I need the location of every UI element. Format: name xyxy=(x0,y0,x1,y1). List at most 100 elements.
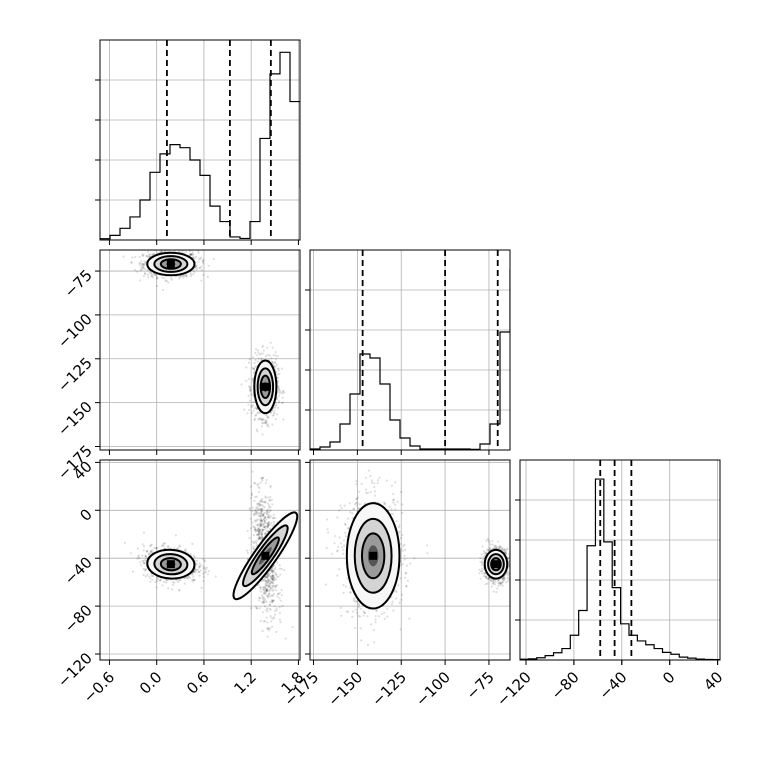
sample-point xyxy=(259,504,262,507)
sample-point xyxy=(271,577,274,580)
sample-point xyxy=(258,353,261,356)
sample-point xyxy=(264,419,267,422)
sample-point xyxy=(146,273,149,276)
sample-point xyxy=(506,547,509,551)
sample-point xyxy=(261,536,264,539)
sample-point xyxy=(251,506,254,509)
sample-point xyxy=(151,276,154,279)
sample-point xyxy=(369,475,372,478)
sample-point xyxy=(373,494,376,497)
contour-2 xyxy=(242,524,289,588)
sample-point xyxy=(504,550,507,553)
sample-point xyxy=(497,546,500,550)
sample-point xyxy=(489,543,492,546)
sample-point xyxy=(270,570,273,573)
sample-point xyxy=(270,357,273,360)
sample-point xyxy=(267,626,270,630)
sample-point xyxy=(491,543,494,546)
sample-point xyxy=(263,532,267,535)
sample-point xyxy=(192,269,195,272)
sample-point xyxy=(144,568,147,571)
sample-point xyxy=(480,562,484,565)
hist-2-steps xyxy=(310,269,510,450)
sample-point xyxy=(259,524,262,527)
sample-point xyxy=(258,538,261,541)
sample-point xyxy=(173,581,176,584)
sample-point xyxy=(263,521,266,524)
sample-point xyxy=(262,588,265,591)
sample-point xyxy=(250,388,253,391)
sample-point xyxy=(260,533,263,536)
sample-point xyxy=(258,417,261,420)
sample-point xyxy=(267,578,270,581)
hist-panel-2 xyxy=(310,250,510,450)
sample-point xyxy=(273,516,277,520)
sample-point xyxy=(246,549,249,552)
sample-point xyxy=(486,548,489,551)
sample-point xyxy=(194,571,197,574)
sample-point xyxy=(480,570,484,573)
sample-point xyxy=(271,584,274,587)
sample-point xyxy=(492,582,495,585)
sample-point xyxy=(494,583,497,586)
sample-point xyxy=(190,253,193,256)
sample-point xyxy=(500,548,504,551)
sample-point xyxy=(273,361,277,364)
sample-point xyxy=(271,599,274,603)
sample-point xyxy=(198,565,201,568)
sample-point xyxy=(255,407,258,410)
sample-point xyxy=(256,503,259,506)
sample-point xyxy=(274,405,278,408)
sample-point xyxy=(485,539,488,542)
sample-point xyxy=(179,276,182,279)
sample-point xyxy=(262,592,265,595)
sample-point xyxy=(259,481,262,484)
sample-point xyxy=(384,502,387,505)
sample-point xyxy=(155,546,158,549)
sample-point xyxy=(164,242,166,244)
sample-point xyxy=(261,530,264,533)
sample-point xyxy=(366,491,370,495)
sample-point xyxy=(278,612,281,615)
sample-point xyxy=(251,405,254,408)
sample-point xyxy=(372,629,375,632)
sample-point xyxy=(269,588,272,592)
sample-point xyxy=(189,253,192,256)
sample-point xyxy=(264,354,268,358)
sample-point xyxy=(265,589,268,593)
sample-point xyxy=(188,576,191,579)
sample-point xyxy=(262,601,265,605)
sample-point xyxy=(167,587,170,590)
sample-point xyxy=(198,266,201,269)
sample-point xyxy=(258,529,261,532)
sample-point xyxy=(282,401,285,404)
sample-point xyxy=(269,615,272,618)
sample-point xyxy=(507,565,510,568)
sample-point xyxy=(144,558,147,561)
sample-point xyxy=(256,360,259,363)
sample-point xyxy=(260,520,263,523)
sample-point xyxy=(426,544,429,547)
sample-point xyxy=(276,584,279,587)
sample-point xyxy=(151,575,154,578)
sample-point xyxy=(277,387,280,390)
sample-point xyxy=(396,500,399,503)
sample-point xyxy=(265,509,269,512)
sample-point xyxy=(259,507,262,510)
sample-point xyxy=(254,413,258,416)
sample-point xyxy=(261,497,264,501)
sample-point xyxy=(502,578,505,582)
sample-point xyxy=(247,361,251,364)
sample-point xyxy=(267,585,270,588)
contour-1 xyxy=(253,359,278,415)
sample-point xyxy=(139,269,142,272)
sample-point xyxy=(268,607,271,610)
sample-point xyxy=(143,545,146,548)
sample-point xyxy=(268,579,271,582)
contour-2 xyxy=(487,553,505,576)
sample-point xyxy=(268,514,271,517)
sample-point xyxy=(176,546,179,550)
sample-point xyxy=(251,540,254,543)
sample-point xyxy=(395,520,398,523)
sample-point xyxy=(277,400,281,403)
